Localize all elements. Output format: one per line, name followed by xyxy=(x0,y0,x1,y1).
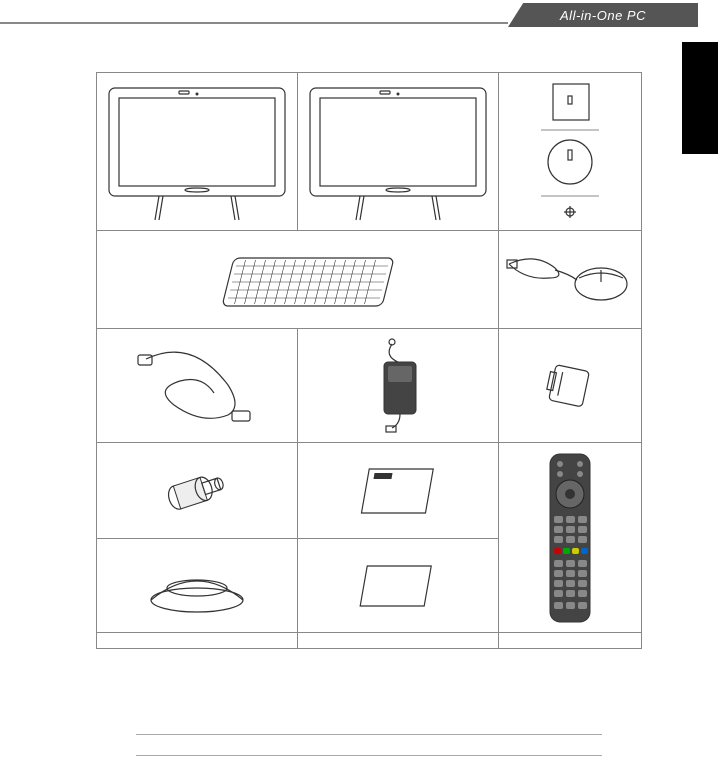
package-contents-table xyxy=(96,72,642,649)
cell-subwoofer xyxy=(97,539,298,633)
cell-cloth xyxy=(298,539,499,633)
cell-stand-parts xyxy=(499,73,642,231)
header-rule xyxy=(0,22,508,24)
warranty-card-icon xyxy=(353,459,443,523)
monitor-b-icon xyxy=(304,82,492,222)
caption-cell-1 xyxy=(97,633,298,649)
cell-dongle xyxy=(499,329,642,443)
cloth-icon xyxy=(353,556,443,616)
usb-dongle-icon xyxy=(530,346,610,426)
subwoofer-icon xyxy=(142,556,252,616)
remote-control-icon xyxy=(540,450,600,626)
cell-keyboard xyxy=(97,231,499,329)
cell-warranty-card xyxy=(298,443,499,539)
monitor-a-icon xyxy=(103,82,291,222)
caption-cell-2 xyxy=(298,633,499,649)
header-label-bg: All-in-One PC xyxy=(508,3,698,27)
mouse-icon xyxy=(505,250,635,310)
cell-tv-connector xyxy=(97,443,298,539)
cell-monitor-b xyxy=(298,73,499,231)
power-cord-icon xyxy=(132,341,262,431)
cell-adapter xyxy=(298,329,499,443)
keyboard-icon xyxy=(198,242,398,318)
adapter-icon xyxy=(348,338,448,434)
footnote-area xyxy=(96,714,642,776)
side-tab xyxy=(682,42,718,154)
footnote-rule-1 xyxy=(136,734,602,735)
cell-power-cord xyxy=(97,329,298,443)
caption-cell-3 xyxy=(499,633,642,649)
cell-remote xyxy=(499,443,642,633)
stand-parts-icon xyxy=(535,78,605,226)
cell-monitor-a xyxy=(97,73,298,231)
cell-mouse xyxy=(499,231,642,329)
footnote-rule-2 xyxy=(136,755,602,756)
header-title: All-in-One PC xyxy=(560,8,646,23)
header-banner: All-in-One PC xyxy=(0,0,698,30)
coax-connector-icon xyxy=(152,461,242,521)
